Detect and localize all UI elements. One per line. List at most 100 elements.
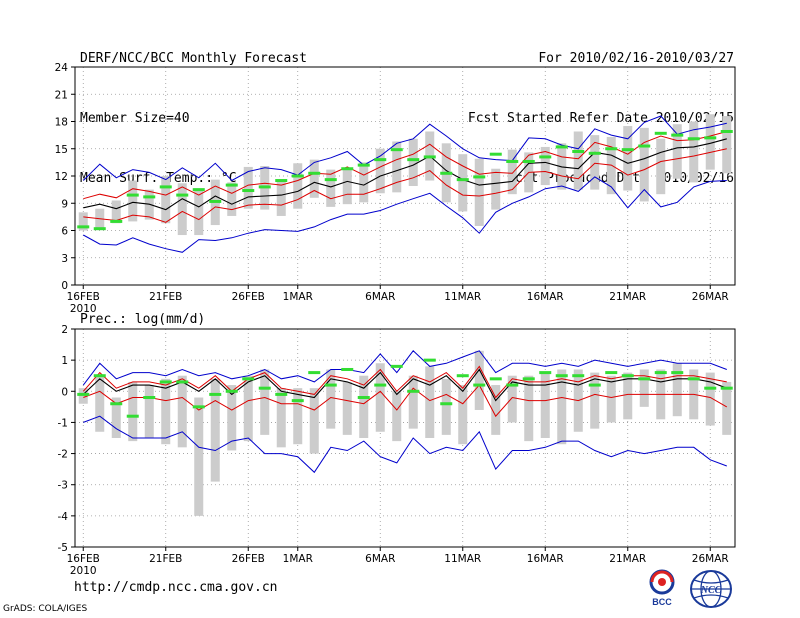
spread-box xyxy=(474,350,484,410)
spread-box xyxy=(507,375,517,423)
green-marker xyxy=(671,133,684,137)
spread-box xyxy=(573,131,583,190)
green-marker xyxy=(176,193,189,197)
x-tick-label: 16FEB xyxy=(67,291,100,303)
x-tick-label: 1MAR xyxy=(283,553,313,565)
green-marker xyxy=(407,389,420,393)
spread-box xyxy=(227,385,237,451)
spread-box xyxy=(293,388,303,445)
p90-line xyxy=(83,131,727,200)
footer-url[interactable]: http://cmdp.ncc.cma.gov.cn xyxy=(74,580,278,595)
green-marker xyxy=(192,188,205,192)
spread-box xyxy=(375,148,385,194)
green-marker xyxy=(93,374,106,378)
spread-box xyxy=(623,126,633,191)
green-marker xyxy=(209,199,222,203)
x-tick-label: 21MAR xyxy=(609,553,646,565)
green-marker xyxy=(143,195,156,199)
green-marker xyxy=(357,163,370,167)
spread-box xyxy=(408,138,418,186)
green-marker xyxy=(572,149,585,153)
year-label: 2010 xyxy=(70,303,97,315)
y-tick-label: 3 xyxy=(61,253,68,265)
green-marker xyxy=(390,148,403,152)
spread-box xyxy=(689,121,699,183)
spread-box xyxy=(507,149,517,195)
x-tick-label: 21FEB xyxy=(149,291,182,303)
green-marker xyxy=(423,155,436,159)
green-marker xyxy=(110,219,123,223)
green-marker xyxy=(308,171,321,175)
green-marker xyxy=(638,377,651,381)
y-tick-label: -2 xyxy=(58,449,68,461)
green-marker xyxy=(341,167,354,171)
green-marker xyxy=(423,358,436,362)
forecast-period: For 2010/02/16-2010/03/27 xyxy=(538,51,734,66)
green-marker xyxy=(720,386,733,390)
green-marker xyxy=(291,399,304,403)
x-tick-label: 26FEB xyxy=(232,291,265,303)
green-marker xyxy=(704,136,717,140)
green-marker xyxy=(473,383,486,387)
spread-box xyxy=(309,159,319,198)
spread-box xyxy=(161,176,171,224)
p90-line xyxy=(82,365,727,399)
spread-box xyxy=(623,372,633,420)
green-marker xyxy=(654,131,667,135)
ensemble-max-line xyxy=(82,350,727,386)
green-marker xyxy=(77,225,90,229)
green-marker xyxy=(704,386,717,390)
y-tick-label: 0 xyxy=(61,386,68,398)
green-marker xyxy=(324,383,337,387)
y-tick-label: 0 xyxy=(61,280,68,292)
green-marker xyxy=(555,374,568,378)
x-tick-label: 16FEB xyxy=(67,553,100,565)
p10-line xyxy=(83,148,727,223)
spread-box xyxy=(392,391,402,442)
plot-frame xyxy=(74,66,736,286)
member-size: Member Size=40 xyxy=(80,111,190,126)
green-marker xyxy=(126,414,139,418)
green-marker xyxy=(77,392,90,396)
green-marker xyxy=(539,155,552,159)
x-tick-label: 11MAR xyxy=(444,553,481,565)
y-tick-label: 12 xyxy=(55,171,68,183)
spread-box xyxy=(194,397,204,516)
spread-box xyxy=(359,375,369,438)
spread-box xyxy=(111,397,121,438)
y-tick-label: -5 xyxy=(58,542,68,554)
spread-box xyxy=(95,375,105,432)
green-marker xyxy=(555,145,568,149)
spread-box xyxy=(276,388,286,448)
green-marker xyxy=(357,396,370,400)
spread-box xyxy=(639,369,649,407)
spread-box xyxy=(672,124,682,179)
spread-box xyxy=(144,385,154,438)
spread-box xyxy=(557,369,567,445)
green-marker xyxy=(275,179,288,183)
green-marker xyxy=(308,371,321,375)
ensemble-mean-line xyxy=(82,368,727,402)
green-marker xyxy=(720,129,733,133)
spread-box xyxy=(128,180,138,222)
green-marker xyxy=(456,374,469,378)
green-marker xyxy=(638,144,651,148)
spread-box xyxy=(177,183,187,236)
spread-box xyxy=(194,188,204,236)
spread-box xyxy=(441,378,451,435)
green-marker xyxy=(588,383,601,387)
green-marker xyxy=(390,364,403,368)
spread-box xyxy=(491,385,501,435)
y-tick-label: 2 xyxy=(61,324,68,336)
spread-box xyxy=(656,138,666,195)
green-marker xyxy=(324,178,337,182)
spread-box xyxy=(722,116,732,174)
y-tick-label: -3 xyxy=(58,480,68,492)
green-marker xyxy=(522,377,535,381)
x-tick-label: 26FEB xyxy=(232,553,265,565)
spread-box xyxy=(458,154,468,212)
spread-box xyxy=(243,166,253,209)
spread-box xyxy=(722,381,732,435)
green-marker xyxy=(192,405,205,409)
spread-box xyxy=(342,381,352,435)
